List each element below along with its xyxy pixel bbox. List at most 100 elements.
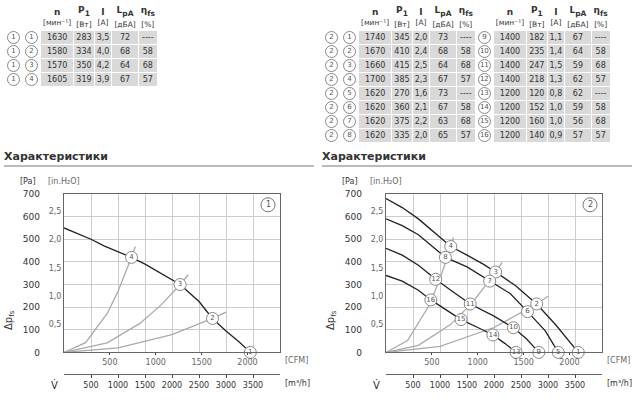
svg-text:[Pa]: [Pa] — [20, 177, 36, 186]
svg-text:3000: 3000 — [216, 381, 236, 390]
svg-text:500: 500 — [83, 381, 98, 390]
svg-text:1,0: 1,0 — [371, 292, 384, 301]
html-text:1630: 1630 — [47, 32, 68, 42]
svg-text:2: 2 — [534, 300, 538, 308]
html-text:P1: P1 — [396, 5, 408, 18]
svg-text:16: 16 — [426, 296, 435, 304]
svg-text:[in.H₂O]: [in.H₂O] — [48, 177, 80, 186]
svg-text:V̇: V̇ — [373, 379, 380, 391]
svg-text:600: 600 — [23, 212, 40, 222]
svg-text:9: 9 — [537, 348, 541, 356]
html-text:ηfs: ηfs — [593, 5, 608, 18]
svg-text:0: 0 — [34, 348, 40, 358]
svg-text:0: 0 — [356, 348, 362, 358]
svg-text:600: 600 — [345, 212, 362, 222]
svg-text:700: 700 — [345, 189, 362, 199]
svg-text:[CFM]: [CFM] — [607, 356, 630, 365]
svg-text:6: 6 — [525, 307, 530, 315]
svg-text:2,5: 2,5 — [371, 207, 384, 216]
svg-text:1000: 1000 — [468, 358, 488, 367]
svg-text:2000: 2000 — [237, 358, 257, 367]
svg-text:5: 5 — [556, 348, 560, 356]
svg-text:2,0: 2,0 — [49, 235, 62, 244]
svg-text:2500: 2500 — [189, 381, 209, 390]
svg-text:11: 11 — [466, 300, 475, 308]
svg-text:[m³/h]: [m³/h] — [285, 379, 310, 388]
html-text:P1: P1 — [530, 5, 543, 18]
html-text:3,5: 3,5 — [96, 32, 110, 42]
svg-text:200: 200 — [23, 302, 40, 312]
svg-text:3500: 3500 — [565, 381, 585, 390]
svg-text:3500: 3500 — [243, 381, 263, 390]
html-text:LpA: LpA — [434, 5, 452, 18]
svg-text:3: 3 — [178, 280, 182, 288]
svg-text:4: 4 — [449, 242, 454, 250]
svg-text:15: 15 — [457, 315, 466, 323]
html-text:Характеристики: Характеристики — [322, 150, 426, 163]
svg-text:[Pa]: [Pa] — [342, 177, 358, 186]
svg-text:1000: 1000 — [430, 381, 450, 390]
svg-text:500: 500 — [405, 381, 420, 390]
svg-text:500: 500 — [345, 234, 362, 244]
svg-text:500: 500 — [23, 234, 40, 244]
svg-text:100: 100 — [23, 325, 40, 335]
svg-text:0,5: 0,5 — [49, 320, 62, 329]
svg-text:300: 300 — [23, 280, 40, 290]
svg-text:2: 2 — [210, 314, 214, 322]
svg-text:7: 7 — [487, 277, 491, 285]
svg-text:1: 1 — [576, 348, 580, 356]
html-text:[Вт]: [Вт] — [76, 19, 92, 29]
html-text:ηfs: ηfs — [458, 5, 473, 18]
svg-text:300: 300 — [345, 280, 362, 290]
svg-text:1,5: 1,5 — [371, 264, 384, 273]
html-text:283: 283 — [76, 32, 92, 42]
svg-text:Δp​fs​: Δp​fs​ — [325, 310, 338, 330]
html-text:ηfs: ηfs — [140, 5, 155, 18]
html-text:LpA: LpA — [116, 5, 134, 18]
svg-text:2000: 2000 — [484, 381, 504, 390]
svg-text:0,5: 0,5 — [371, 320, 384, 329]
html-text:[дБА]: [дБА] — [114, 19, 136, 29]
svg-text:1,0: 1,0 — [49, 292, 62, 301]
svg-text:10: 10 — [509, 323, 518, 331]
svg-text:[CFM]: [CFM] — [285, 356, 308, 365]
svg-text:700: 700 — [23, 189, 40, 199]
svg-text:400: 400 — [23, 257, 40, 267]
html-text:[A]: [A] — [97, 17, 109, 27]
svg-text:3000: 3000 — [538, 381, 558, 390]
svg-text:200: 200 — [345, 302, 362, 312]
svg-text:2000: 2000 — [559, 358, 579, 367]
svg-text:2500: 2500 — [511, 381, 531, 390]
svg-text:1500: 1500 — [457, 381, 477, 390]
html-text:[мин⁻¹]: [мин⁻¹] — [43, 17, 72, 27]
svg-text:100: 100 — [345, 325, 362, 335]
svg-text:2000: 2000 — [162, 381, 182, 390]
svg-text:1500: 1500 — [191, 358, 211, 367]
svg-text:2,0: 2,0 — [371, 235, 384, 244]
svg-text:3: 3 — [493, 268, 497, 276]
svg-text:[in.H₂O]: [in.H₂O] — [370, 177, 402, 186]
svg-text:2,5: 2,5 — [49, 207, 62, 216]
svg-text:4: 4 — [129, 253, 134, 261]
svg-text:400: 400 — [345, 257, 362, 267]
svg-text:1000: 1000 — [146, 358, 166, 367]
svg-text:500: 500 — [102, 358, 117, 367]
svg-text:1: 1 — [266, 200, 271, 209]
svg-text:1000: 1000 — [108, 381, 128, 390]
svg-text:8: 8 — [443, 253, 447, 261]
svg-text:2: 2 — [588, 200, 593, 209]
svg-text:Δp​fs​: Δp​fs​ — [3, 310, 16, 330]
svg-text:1: 1 — [248, 348, 252, 356]
html-text:P1: P1 — [78, 5, 90, 18]
svg-text:13: 13 — [512, 348, 521, 356]
svg-text:1500: 1500 — [513, 358, 533, 367]
svg-text:1,5: 1,5 — [49, 264, 62, 273]
svg-text:V̇: V̇ — [51, 379, 58, 391]
svg-text:12: 12 — [431, 275, 440, 283]
html-text:Характеристики: Характеристики — [4, 150, 108, 163]
svg-text:1500: 1500 — [135, 381, 155, 390]
html-text:LpA: LpA — [569, 5, 587, 18]
svg-text:[m³/h]: [m³/h] — [607, 379, 632, 388]
svg-text:14: 14 — [488, 331, 497, 339]
svg-text:500: 500 — [424, 358, 439, 367]
